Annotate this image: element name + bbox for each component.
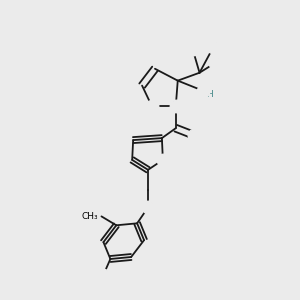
Text: N: N — [172, 101, 180, 111]
Text: F: F — [190, 44, 195, 54]
Text: F: F — [213, 58, 218, 68]
Text: N: N — [148, 101, 156, 111]
Text: O: O — [198, 85, 207, 96]
Text: F: F — [211, 42, 216, 52]
Text: Cl: Cl — [98, 270, 109, 280]
Text: O: O — [144, 202, 152, 212]
Text: H: H — [206, 90, 213, 99]
Text: O: O — [190, 130, 198, 140]
Text: CH₃: CH₃ — [82, 212, 98, 221]
Text: O: O — [159, 155, 167, 165]
